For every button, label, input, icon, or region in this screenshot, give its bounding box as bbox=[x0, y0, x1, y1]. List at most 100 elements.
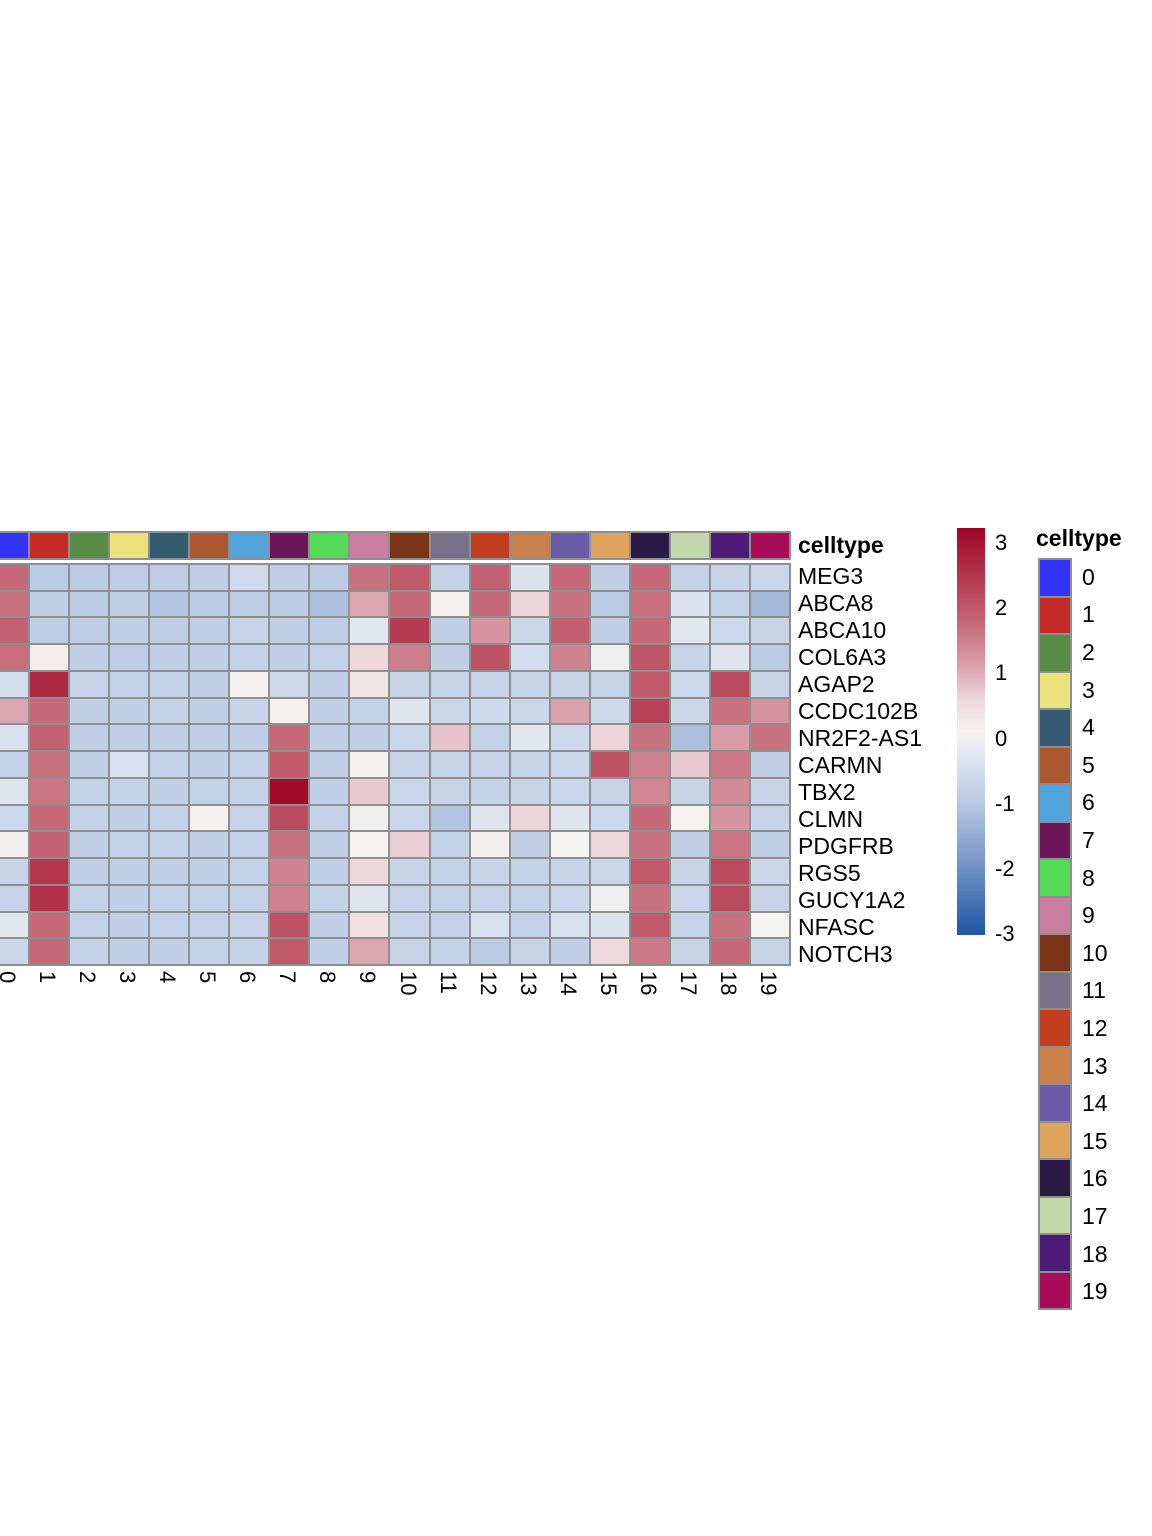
colorbar-tick-label: 2 bbox=[995, 595, 1008, 621]
heatmap-cell bbox=[310, 939, 349, 964]
heatmap-cell bbox=[230, 618, 269, 644]
heatmap-cell bbox=[510, 778, 549, 804]
heatmap-cell bbox=[630, 778, 669, 804]
heatmap-cell bbox=[110, 939, 149, 964]
annotation-cell bbox=[150, 533, 189, 558]
heatmap-cell bbox=[30, 752, 69, 777]
annotation-cell bbox=[430, 533, 469, 558]
heatmap-cell bbox=[390, 698, 429, 724]
heatmap-cell bbox=[0, 805, 29, 831]
heatmap-cell bbox=[430, 885, 469, 911]
heatmap-cell bbox=[590, 645, 629, 670]
row-labels: MEG3 ABCA8 ABCA10 COL6A3 AGAP2 CCDC102B NR2F2-… bbox=[798, 563, 998, 967]
heatmap-cell bbox=[390, 565, 429, 590]
heatmap-cell bbox=[630, 591, 669, 617]
row-label: MEG3 bbox=[798, 563, 864, 589]
heatmap-cell bbox=[0, 725, 29, 751]
heatmap-cell bbox=[750, 939, 789, 964]
heatmap-cell bbox=[510, 939, 549, 964]
heatmap-cell bbox=[550, 885, 589, 911]
heatmap-cell bbox=[510, 832, 549, 858]
heatmap-cell bbox=[350, 645, 389, 670]
heatmap-cell bbox=[190, 778, 229, 804]
heatmap-cell bbox=[510, 591, 549, 617]
legend-swatch bbox=[1040, 635, 1070, 671]
heatmap-cell bbox=[230, 832, 269, 858]
heatmap-cell bbox=[0, 671, 29, 697]
heatmap-cell bbox=[710, 671, 749, 697]
heatmap-cell bbox=[390, 591, 429, 617]
row-label: TBX2 bbox=[798, 779, 856, 805]
annotation-cell bbox=[550, 533, 589, 558]
annotation-cell bbox=[390, 533, 429, 558]
heatmap-cell bbox=[110, 698, 149, 724]
heatmap-cell bbox=[70, 885, 109, 911]
heatmap-cell bbox=[350, 939, 389, 964]
heatmap-cell bbox=[630, 565, 669, 590]
heatmap-cell bbox=[430, 939, 469, 964]
column-label: 0 bbox=[0, 971, 20, 983]
heatmap-cell bbox=[750, 671, 789, 697]
heatmap-cell bbox=[750, 752, 789, 777]
heatmap-cell bbox=[270, 725, 309, 751]
heatmap-cell bbox=[430, 912, 469, 938]
heatmap-cell bbox=[390, 939, 429, 964]
heatmap-cell bbox=[310, 645, 349, 670]
heatmap-cell bbox=[470, 618, 509, 644]
heatmap-cell bbox=[470, 832, 509, 858]
legend-label: 18 bbox=[1082, 1240, 1108, 1267]
legend-swatch bbox=[1040, 1235, 1070, 1271]
heatmap-cell bbox=[550, 618, 589, 644]
heatmap-cell bbox=[550, 725, 589, 751]
colorbar-tick-label: -2 bbox=[995, 856, 1015, 881]
heatmap-cell bbox=[630, 832, 669, 858]
heatmap-cell bbox=[670, 832, 709, 858]
legend-label: 16 bbox=[1082, 1165, 1108, 1192]
legend-swatch bbox=[1040, 785, 1070, 821]
heatmap-cell bbox=[270, 885, 309, 911]
heatmap-cell bbox=[190, 805, 229, 831]
row-label: RGS5 bbox=[798, 860, 861, 886]
heatmap-cell bbox=[590, 752, 629, 777]
legend-label: 12 bbox=[1082, 1015, 1108, 1041]
legend-swatch bbox=[1040, 747, 1070, 783]
heatmap-cell bbox=[470, 698, 509, 724]
heatmap-cell bbox=[590, 618, 629, 644]
heatmap-cell bbox=[590, 591, 629, 617]
heatmap-cell bbox=[270, 859, 309, 884]
heatmap-cell bbox=[710, 859, 749, 884]
legend-label: 6 bbox=[1082, 789, 1095, 816]
heatmap-cell bbox=[230, 591, 269, 617]
heatmap-cell bbox=[430, 671, 469, 697]
heatmap-cell bbox=[630, 912, 669, 938]
heatmap-cell bbox=[470, 565, 509, 590]
heatmap-cell bbox=[750, 618, 789, 644]
legend-swatch bbox=[1040, 972, 1070, 1008]
heatmap-cell bbox=[750, 859, 789, 884]
heatmap-cell bbox=[110, 618, 149, 644]
legend-swatch bbox=[1040, 860, 1070, 896]
legend-label: 1 bbox=[1082, 601, 1095, 628]
heatmap-cell bbox=[350, 859, 389, 884]
heatmap-cell bbox=[670, 725, 709, 751]
heatmap-cell bbox=[0, 645, 29, 670]
heatmap-cell bbox=[510, 752, 549, 777]
heatmap-cell bbox=[230, 939, 269, 964]
heatmap-cell bbox=[110, 725, 149, 751]
heatmap-cell bbox=[590, 805, 629, 831]
heatmap-cell bbox=[550, 939, 589, 964]
legend-swatch bbox=[1040, 1085, 1070, 1121]
heatmap-cell bbox=[230, 565, 269, 590]
heatmap-cell bbox=[350, 618, 389, 644]
heatmap-cell bbox=[630, 859, 669, 884]
heatmap-cell bbox=[710, 645, 749, 670]
heatmap-cell bbox=[670, 591, 709, 617]
heatmap-cell bbox=[550, 698, 589, 724]
legend-label: 9 bbox=[1082, 902, 1095, 929]
celltype-legend-swatches bbox=[1038, 558, 1072, 1310]
heatmap-cell bbox=[310, 752, 349, 777]
heatmap-cell bbox=[270, 912, 309, 938]
heatmap-cell bbox=[30, 565, 69, 590]
heatmap-cell bbox=[710, 698, 749, 724]
heatmap-cell bbox=[150, 832, 189, 858]
